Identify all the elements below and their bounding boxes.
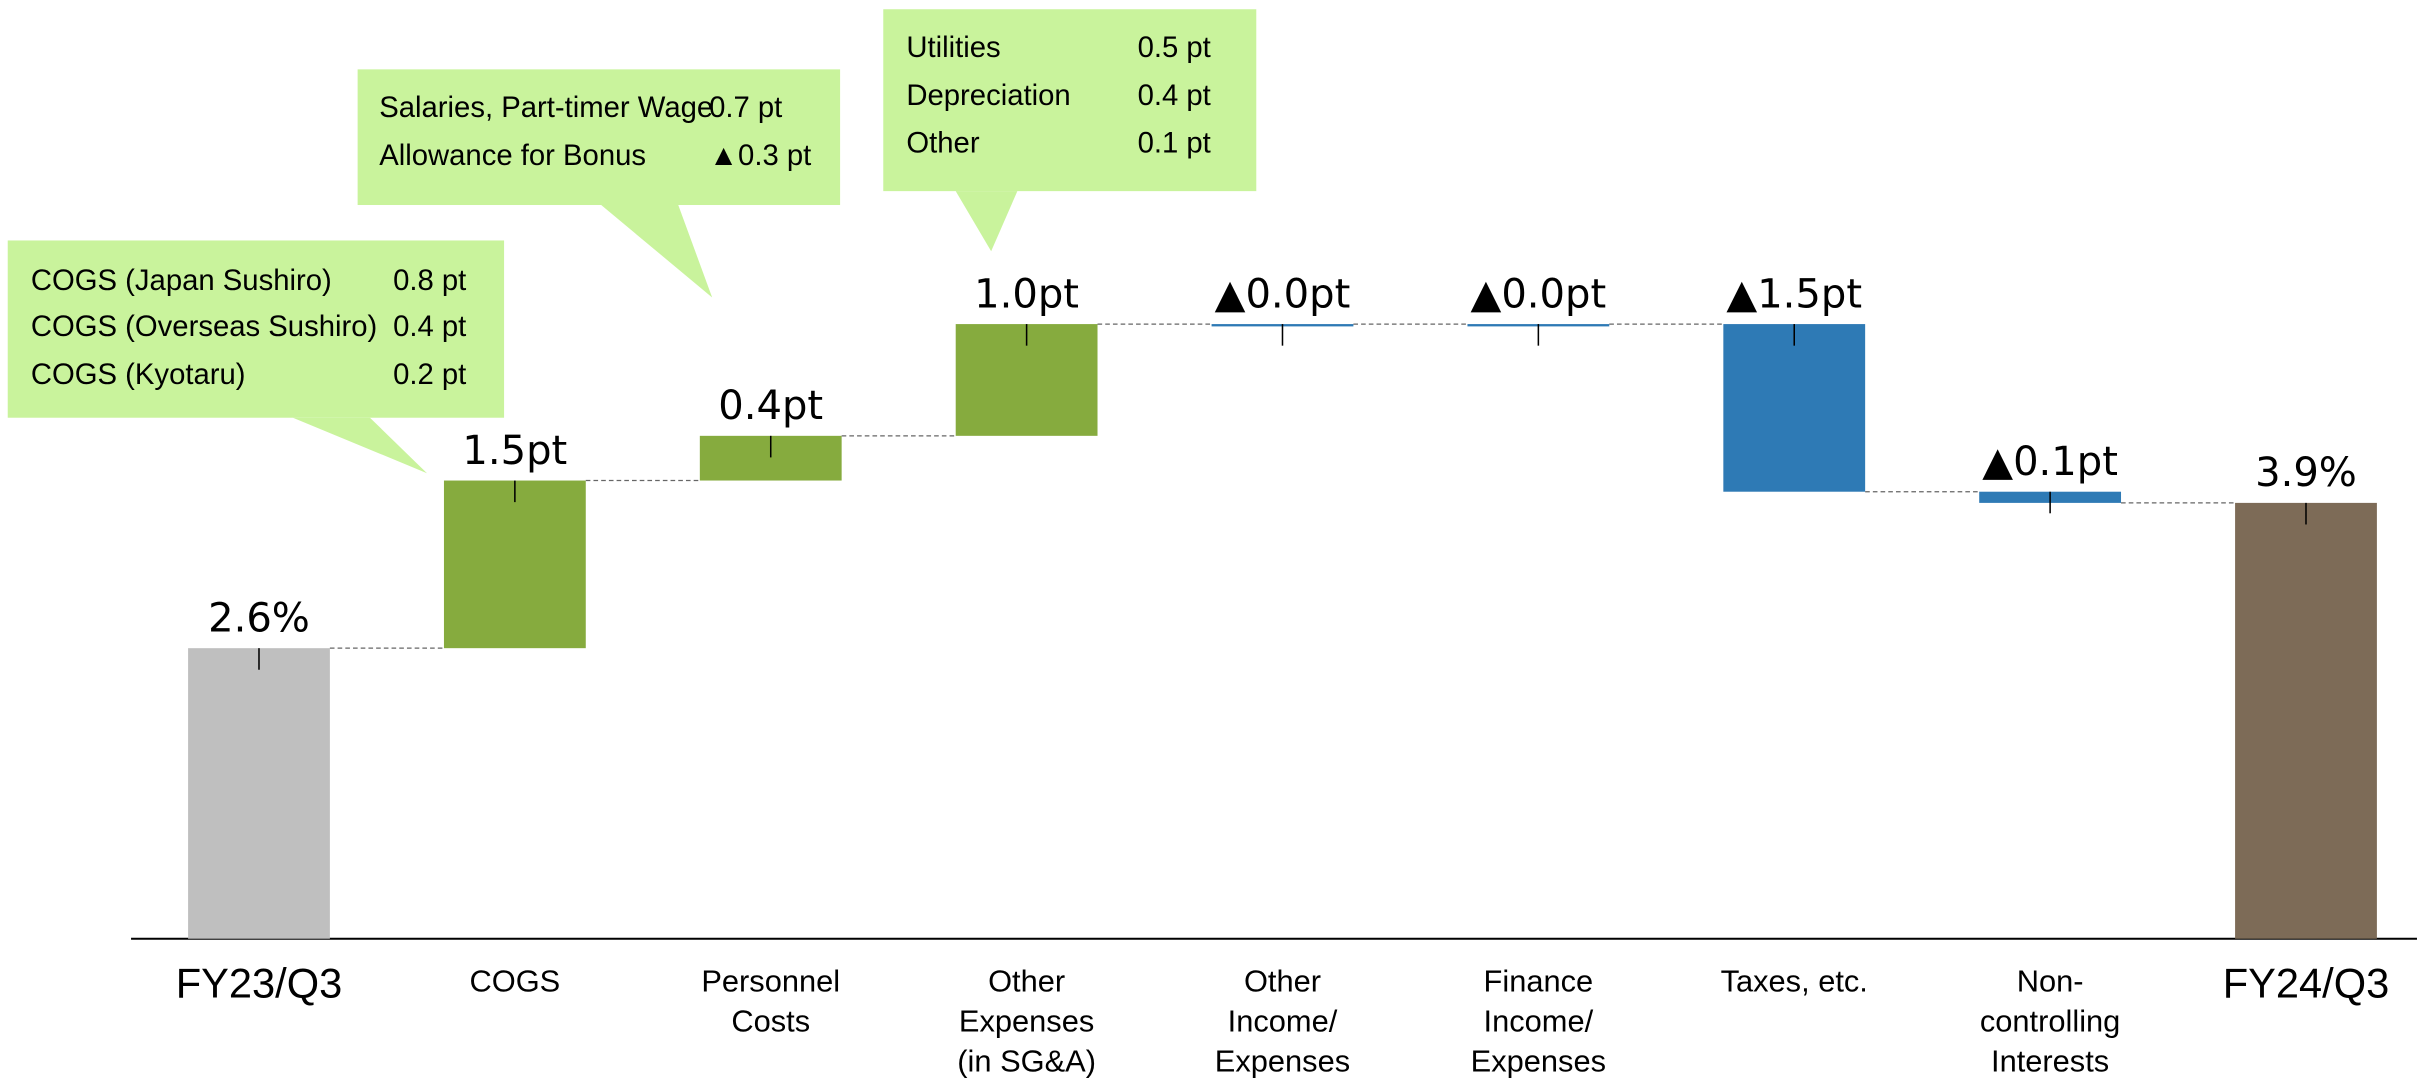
x-tick-label: Expenses <box>1471 1044 1606 1079</box>
value-label: ▲0.1pt <box>1982 439 2118 485</box>
x-tick-label: Finance <box>1484 964 1594 999</box>
callout <box>883 9 1257 192</box>
callout-value: 0.4 pt <box>1138 79 1211 112</box>
callout-value: 0.8 pt <box>393 264 466 297</box>
callout-value: 0.2 pt <box>393 358 466 391</box>
callout-label: Utilities <box>906 31 1000 64</box>
value-label: ▲1.5pt <box>1726 271 1862 317</box>
callout-value: 0.5 pt <box>1138 31 1211 64</box>
x-tick-label: FY23/Q3 <box>176 959 343 1006</box>
x-tick-label: Other <box>988 964 1065 999</box>
x-tick-label: Income/ <box>1228 1004 1338 1039</box>
x-tick-label: Other <box>1244 964 1321 999</box>
value-label: 1.0pt <box>974 271 1079 317</box>
x-tick-label: Expenses <box>959 1004 1094 1039</box>
value-label: 2.6% <box>208 595 310 641</box>
x-tick-label: Taxes, etc. <box>1721 964 1868 999</box>
x-tick-label: Interests <box>1991 1044 2109 1079</box>
bar <box>443 480 586 649</box>
value-label: 3.9% <box>2255 450 2357 496</box>
callout-label: Salaries, Part-timer Wage <box>379 91 713 124</box>
callout-label: Allowance for Bonus <box>379 139 646 172</box>
callout-label: Other <box>906 127 979 160</box>
callout-pointer <box>955 191 1018 252</box>
x-tick-label: Costs <box>731 1004 810 1039</box>
x-tick-label: Expenses <box>1215 1044 1350 1079</box>
bar <box>2235 502 2377 939</box>
value-label: ▲0.0pt <box>1471 271 1607 317</box>
callout-pointer <box>292 417 428 474</box>
callout-label: Depreciation <box>906 79 1070 112</box>
callout-value: 0.7 pt <box>709 91 782 124</box>
value-label: 0.4pt <box>718 383 823 429</box>
x-tick-label: (in SG&A) <box>957 1044 1096 1079</box>
callout-pointer <box>601 205 713 298</box>
callout-label: COGS (Overseas Sushiro) <box>31 310 377 343</box>
x-tick-label: controlling <box>1980 1004 2120 1039</box>
callout-value: 0.1 pt <box>1138 127 1211 160</box>
callout-label: COGS (Japan Sushiro) <box>31 264 332 297</box>
callout <box>357 69 841 206</box>
callout-value: ▲0.3 pt <box>709 139 811 172</box>
x-tick-label: COGS <box>469 964 560 999</box>
x-tick-label: Personnel <box>701 964 840 999</box>
callout-label: COGS (Kyotaru) <box>31 358 246 391</box>
bar <box>1723 324 1866 492</box>
bar <box>188 648 330 939</box>
value-label: ▲0.0pt <box>1215 271 1351 317</box>
x-tick-label: FY24/Q3 <box>2223 959 2390 1006</box>
callout-value: 0.4 pt <box>393 310 466 343</box>
x-tick-label: Non- <box>2017 964 2084 999</box>
callout <box>7 240 505 418</box>
value-label: 1.5pt <box>462 428 567 474</box>
x-tick-label: Income/ <box>1484 1004 1594 1039</box>
